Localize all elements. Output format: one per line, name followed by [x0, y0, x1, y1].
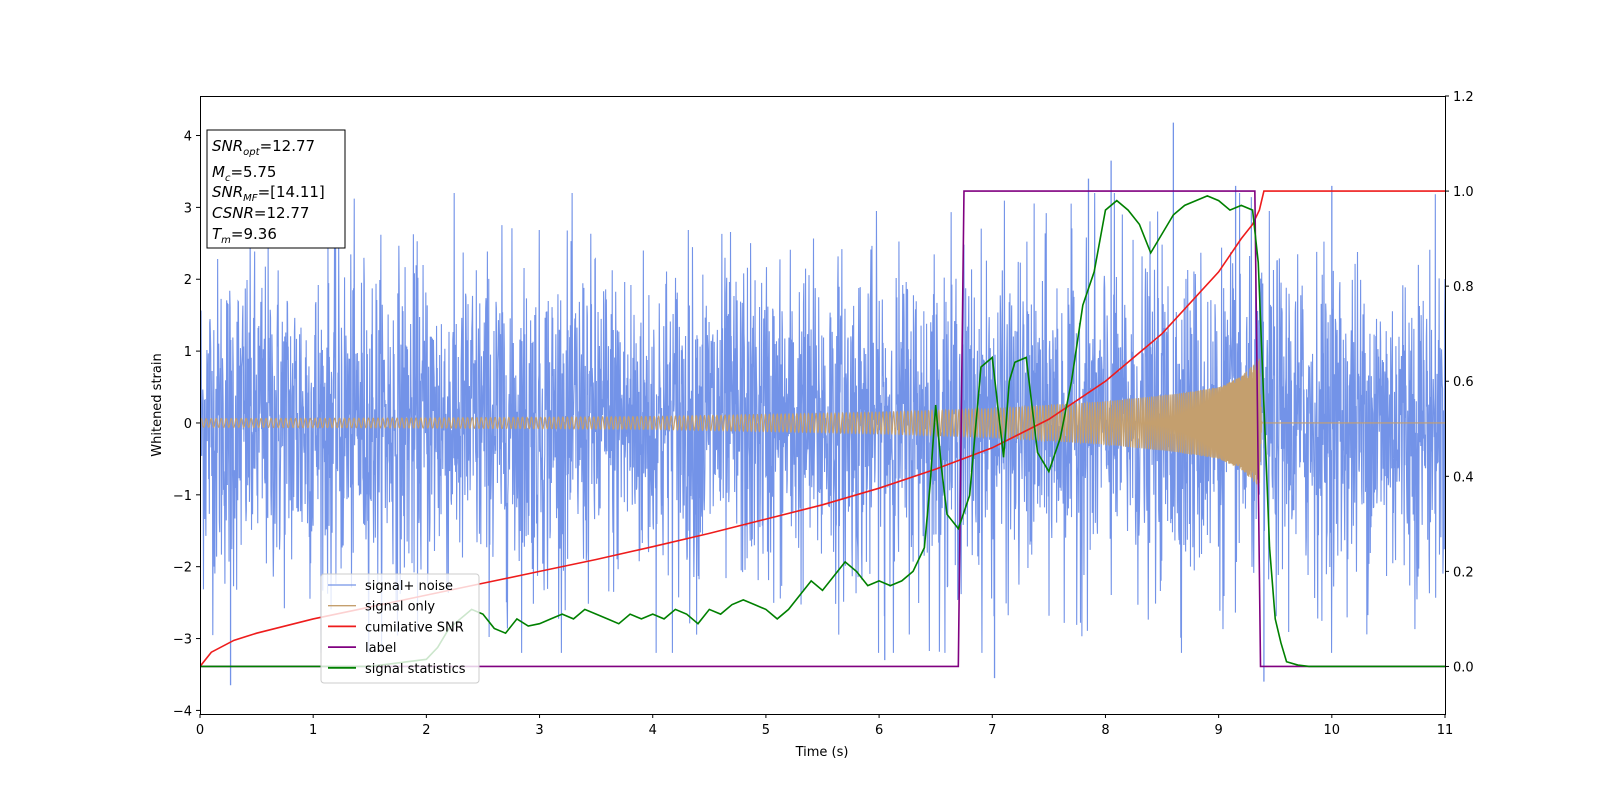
legend-label-0: signal+ noise — [365, 579, 453, 594]
legend-label-4: signal statistics — [365, 662, 466, 677]
x-tick-label-9: 9 — [1214, 723, 1222, 738]
series-signal-statistics — [200, 194, 1445, 668]
legend-label-2: cumilative SNR — [365, 620, 464, 635]
y-tick-label-3: −1 — [173, 489, 192, 504]
plot-frame — [200, 96, 1446, 715]
annotation-row-2: SNRMF=[14.11] — [212, 183, 325, 204]
axes: 0 1 2 3 4 5 6 7 8 9 10 11 −4 −3 −2 −1 0 1 2 3 4 0.0 0.2 0.4 0.6 0… — [173, 90, 1474, 738]
y-right-tick-label-0.8: 0.8 — [1453, 280, 1474, 295]
y-right-tick-label-0.0: 0.0 — [1453, 660, 1474, 675]
annotation-row-1: Mc=5.75 — [212, 163, 276, 184]
series-signal-only — [200, 358, 1445, 487]
x-axis-label: Time (s) — [795, 745, 849, 760]
legend-label-3: label — [365, 641, 396, 656]
annotation-row-4: Tm=9.36 — [212, 225, 277, 246]
y-right-tick-label-0.4: 0.4 — [1453, 470, 1474, 485]
y-tick-label-6: 2 — [184, 273, 192, 288]
x-tick-label-4: 4 — [649, 723, 657, 738]
stats-annotation-box: SNRopt=12.77 Mc=5.75SNRMF=[14.11]CSNR=12.… — [206, 129, 346, 249]
x-tick-label-10: 10 — [1324, 723, 1341, 738]
y-tick-label-4: 0 — [184, 417, 192, 432]
legend-frame — [320, 573, 480, 684]
y-tick-label-8: 4 — [184, 130, 192, 145]
y-axis-label: Whitened strain — [150, 353, 165, 456]
plot-area — [200, 122, 1445, 686]
x-tick-label-11: 11 — [1437, 723, 1454, 738]
annotation-frame — [206, 129, 346, 249]
y-tick-label-0: −4 — [173, 704, 192, 719]
y-tick-label-1: −3 — [173, 633, 192, 648]
x-tick-label-1: 1 — [309, 723, 317, 738]
y-right-tick-label-0.6: 0.6 — [1453, 375, 1474, 390]
legend-label-1: signal only — [365, 600, 435, 615]
annotation-row-0: SNRopt=12.77 — [212, 137, 315, 158]
series-label — [200, 190, 1445, 668]
legend: signal+ noise signal only cumilative SNR la… — [320, 573, 480, 684]
y-right-tick-label-1.2: 1.2 — [1453, 90, 1474, 105]
x-tick-label-5: 5 — [762, 723, 770, 738]
y-right-tick-label-0.2: 0.2 — [1453, 565, 1474, 580]
y-right-tick-label-1.0: 1.0 — [1453, 185, 1474, 200]
annotation-row-3: CSNR=12.77 — [212, 204, 309, 222]
y-tick-label-2: −2 — [173, 561, 192, 576]
x-tick-label-0: 0 — [196, 723, 204, 738]
x-tick-label-7: 7 — [988, 723, 996, 738]
y-tick-label-5: 1 — [184, 345, 192, 360]
x-tick-label-8: 8 — [1101, 723, 1109, 738]
x-tick-label-3: 3 — [535, 723, 543, 738]
y-tick-label-7: 3 — [184, 201, 192, 216]
x-tick-label-6: 6 — [875, 723, 883, 738]
x-tick-label-2: 2 — [422, 723, 430, 738]
